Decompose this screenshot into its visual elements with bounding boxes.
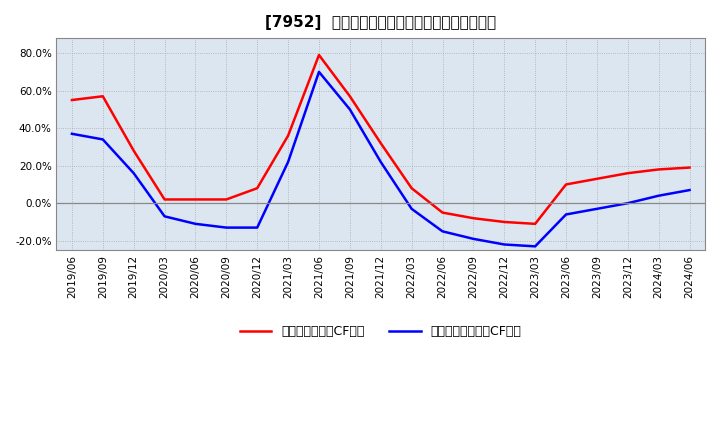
有利子負債営業CF比率 (191, 197, 199, 202)
有利子負債営業CF比率 (624, 171, 632, 176)
有利子負債フリーCF比率 (500, 242, 508, 247)
有利子負債営業CF比率 (253, 186, 261, 191)
有利子負債フリーCF比率 (593, 206, 601, 212)
有利子負債営業CF比率 (377, 140, 385, 146)
有利子負債フリーCF比率 (624, 201, 632, 206)
有利子負債営業CF比率 (99, 94, 107, 99)
有利子負債営業CF比率 (222, 197, 230, 202)
Title: [7952]  有利子負債キャッシュフロー比率の推移: [7952] 有利子負債キャッシュフロー比率の推移 (265, 15, 496, 30)
有利子負債フリーCF比率 (191, 221, 199, 227)
有利子負債フリーCF比率 (315, 69, 323, 74)
有利子負債営業CF比率 (531, 221, 539, 227)
有利子負債フリーCF比率 (222, 225, 230, 230)
有利子負債フリーCF比率 (253, 225, 261, 230)
有利子負債フリーCF比率 (469, 236, 477, 242)
有利子負債営業CF比率 (562, 182, 570, 187)
有利子負債フリーCF比率 (346, 107, 354, 112)
有利子負債フリーCF比率 (408, 206, 416, 212)
有利子負債営業CF比率 (438, 210, 447, 215)
有利子負債フリーCF比率 (654, 193, 663, 198)
有利子負債フリーCF比率 (531, 244, 539, 249)
有利子負債フリーCF比率 (130, 171, 138, 176)
有利子負債営業CF比率 (654, 167, 663, 172)
Line: 有利子負債フリーCF比率: 有利子負債フリーCF比率 (72, 72, 690, 246)
有利子負債営業CF比率 (593, 176, 601, 181)
有利子負債営業CF比率 (346, 94, 354, 99)
有利子負債フリーCF比率 (562, 212, 570, 217)
有利子負債営業CF比率 (161, 197, 169, 202)
有利子負債フリーCF比率 (377, 159, 385, 165)
有利子負債営業CF比率 (500, 219, 508, 224)
有利子負債フリーCF比率 (685, 187, 694, 193)
有利子負債営業CF比率 (284, 133, 292, 138)
有利子負債フリーCF比率 (284, 159, 292, 165)
有利子負債フリーCF比率 (161, 214, 169, 219)
有利子負債営業CF比率 (408, 186, 416, 191)
Legend: 有利子負債営業CF比率, 有利子負債フリーCF比率: 有利子負債営業CF比率, 有利子負債フリーCF比率 (235, 320, 526, 343)
有利子負債フリーCF比率 (438, 229, 447, 234)
有利子負債フリーCF比率 (99, 137, 107, 142)
有利子負債フリーCF比率 (68, 131, 76, 136)
有利子負債営業CF比率 (68, 97, 76, 103)
有利子負債営業CF比率 (315, 52, 323, 58)
有利子負債営業CF比率 (685, 165, 694, 170)
Line: 有利子負債営業CF比率: 有利子負債営業CF比率 (72, 55, 690, 224)
有利子負債営業CF比率 (469, 216, 477, 221)
有利子負債営業CF比率 (130, 148, 138, 153)
